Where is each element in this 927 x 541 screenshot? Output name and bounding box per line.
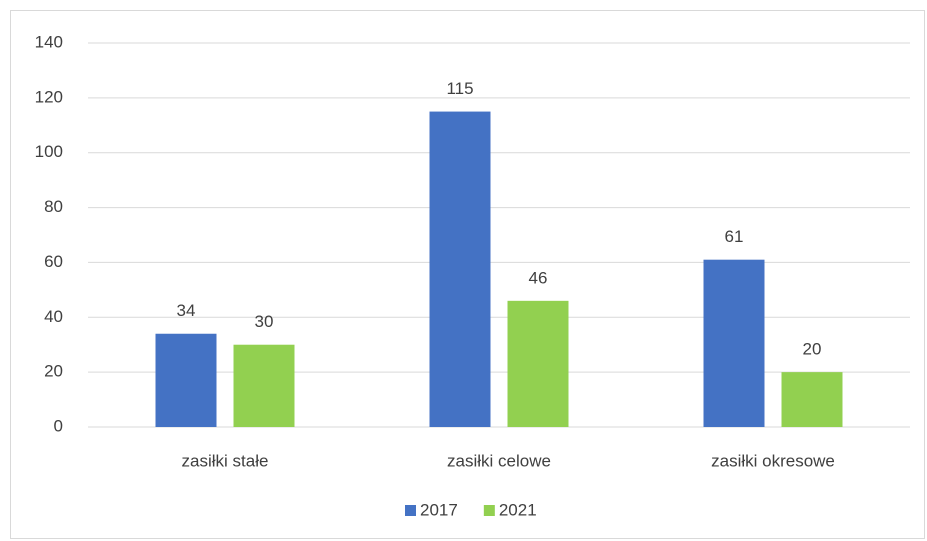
- bar: [155, 333, 217, 427]
- bar: [233, 344, 295, 427]
- data-label: 20: [803, 340, 822, 359]
- x-tick-label: zasiłki stałe: [182, 451, 269, 470]
- y-tick-label: 100: [35, 142, 63, 161]
- data-label: 34: [177, 301, 196, 320]
- bar: [781, 372, 843, 427]
- y-tick-label: 60: [44, 252, 63, 271]
- y-tick-label: 140: [35, 32, 63, 51]
- y-tick-label: 40: [44, 307, 63, 326]
- data-label: 30: [255, 312, 274, 331]
- data-label: 115: [446, 79, 473, 98]
- y-tick-label: 80: [44, 197, 63, 216]
- legend-label: 2021: [499, 500, 537, 519]
- data-label: 46: [529, 268, 548, 287]
- y-tick-label: 120: [35, 87, 63, 106]
- legend-swatch: [405, 505, 416, 516]
- x-tick-label: zasiłki celowe: [447, 451, 551, 470]
- legend-swatch: [483, 505, 495, 516]
- legend-label: 2017: [420, 500, 458, 519]
- bar: [507, 300, 569, 427]
- bar: [703, 259, 765, 427]
- bar: [429, 111, 491, 428]
- data-label: 61: [725, 227, 744, 246]
- y-tick-label: 20: [44, 362, 63, 381]
- y-tick-label: 0: [54, 416, 63, 435]
- x-tick-label: zasiłki okresowe: [711, 451, 835, 470]
